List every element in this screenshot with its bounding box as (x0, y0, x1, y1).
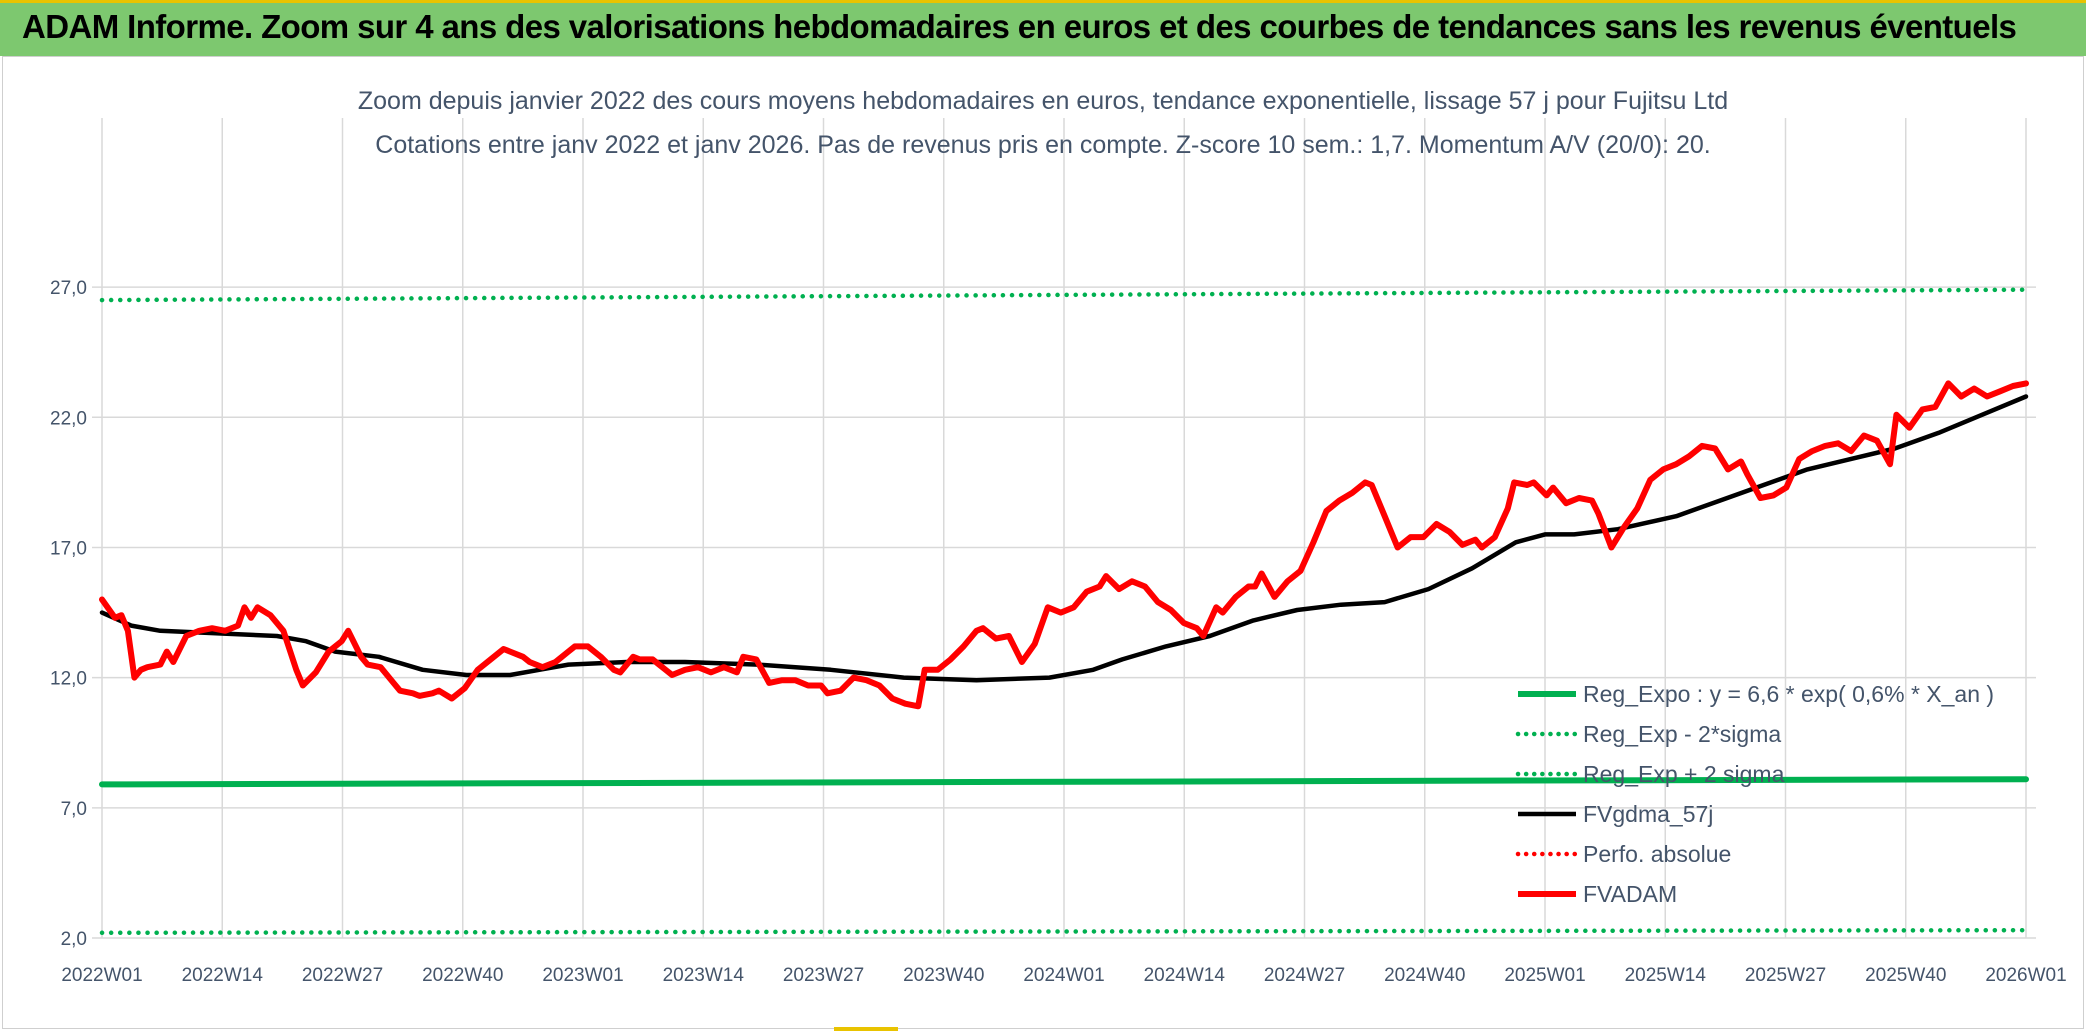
bottom-accent-bar (834, 1027, 898, 1031)
report-title: ADAM Informe. Zoom sur 4 ans des valoris… (22, 8, 2017, 45)
x-tick-label: 2024W40 (1384, 965, 1465, 986)
chart-title: Zoom depuis janvier 2022 des cours moyen… (358, 87, 1728, 115)
legend-label-reg-exp-2-sigma: Reg_Exp + 2 sigma (1583, 761, 1785, 787)
x-tick-label: 2025W14 (1625, 965, 1707, 986)
legend-label-fvgdma-57j: FVgdma_57j (1583, 801, 1713, 827)
y-tick-label: 27,0 (50, 278, 87, 299)
series-line-reg-exp-2-sigma (99, 287, 2029, 303)
series-layer (99, 287, 2029, 936)
x-tick-label: 2024W14 (1144, 965, 1226, 986)
x-tick-label: 2022W27 (302, 965, 383, 986)
x-tick-label: 2026W01 (1985, 965, 2066, 986)
series-line-reg-exp-2-sigma (99, 927, 2029, 936)
report-banner: ADAM Informe. Zoom sur 4 ans des valoris… (0, 0, 2086, 56)
legend-label-reg-expo-y-6-6-exp-0-6-x-an: Reg_Expo : y = 6,6 * exp( 0,6% * X_an ) (1583, 681, 1994, 707)
x-tick-label: 2023W14 (663, 965, 745, 986)
series-line-reg-expo-y-6-6-exp-0-6-x-an (99, 776, 2029, 788)
x-tick-label: 2025W27 (1745, 965, 1826, 986)
grid-lines (92, 118, 2036, 939)
x-tick-label: 2025W40 (1865, 965, 1946, 986)
y-tick-label: 7,0 (61, 799, 87, 820)
x-tick-label: 2023W27 (783, 965, 864, 986)
x-tick-label: 2024W01 (1023, 965, 1104, 986)
y-tick-label: 12,0 (50, 669, 87, 690)
y-tick-label: 22,0 (50, 408, 87, 429)
legend-label-fvadam: FVADAM (1583, 881, 1677, 907)
x-tick-label: 2024W27 (1264, 965, 1345, 986)
series-line-fvadam (99, 380, 2029, 710)
y-tick-label: 17,0 (50, 538, 87, 559)
legend-label-reg-exp-2-sigma: Reg_Exp - 2*sigma (1583, 721, 1781, 747)
legend: Reg_Expo : y = 6,6 * exp( 0,6% * X_an ) R… (1515, 681, 1994, 907)
x-tick-label: 2025W01 (1504, 965, 1585, 986)
chart-subtitle: Cotations entre janv 2022 et janv 2026. … (375, 131, 1710, 159)
x-tick-label: 2022W40 (422, 965, 503, 986)
series-line-fvgdma-57j (99, 394, 2029, 683)
chart-frame (2, 56, 2084, 1029)
x-tick-label: 2022W01 (61, 965, 142, 986)
legend-label-perfo-absolue: Perfo. absolue (1583, 841, 1731, 867)
x-tick-label: 2022W14 (182, 965, 264, 986)
x-tick-label: 2023W40 (903, 965, 984, 986)
y-tick-label: 2,0 (61, 929, 87, 950)
x-tick-label: 2023W01 (542, 965, 623, 986)
tick-labels: 2,0 7,0 12,0 17,0 22,0 27,0 2022W01 2022W14 2022… (50, 278, 2067, 986)
